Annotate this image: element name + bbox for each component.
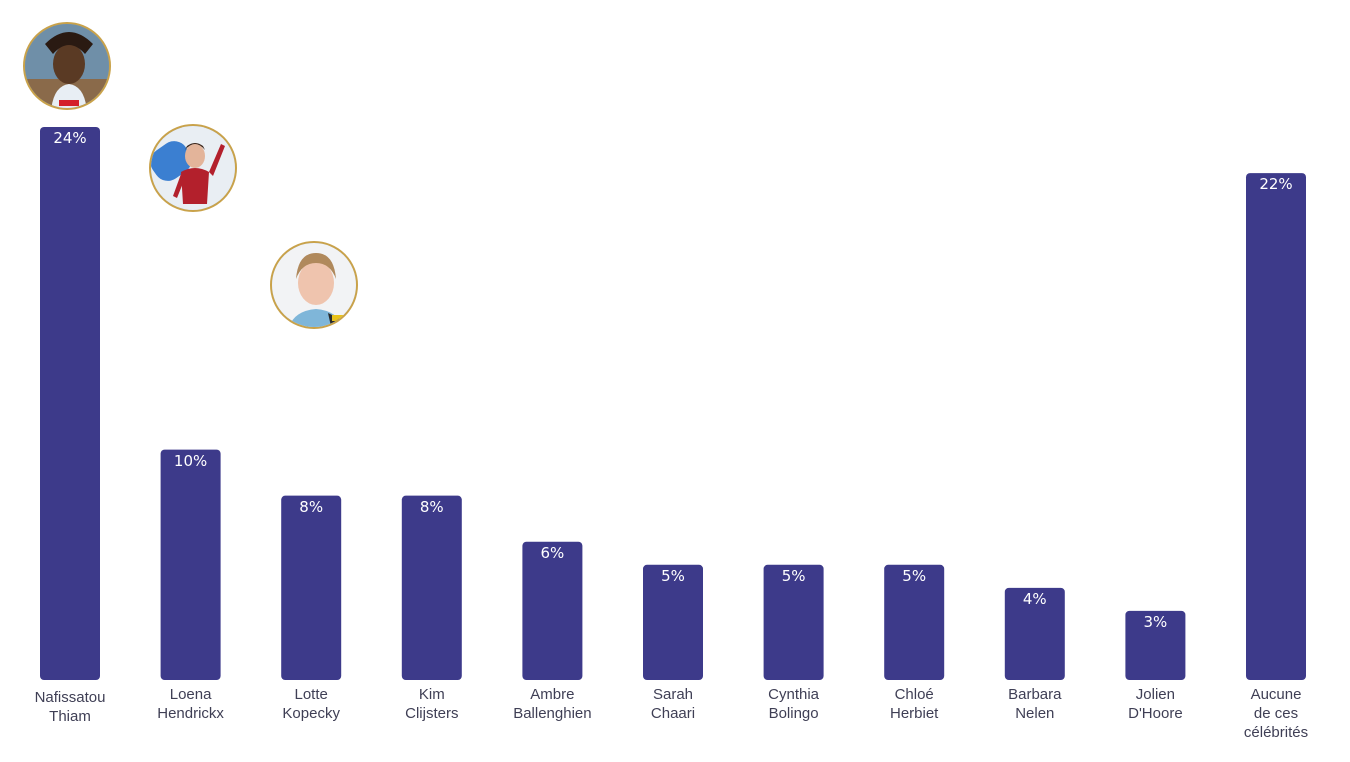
bar-chloe-herbiet xyxy=(884,564,945,680)
category-label-barbara-nelen: Barbara Nelen xyxy=(975,685,1095,723)
category-label-kim-clijsters: Kim Clijsters xyxy=(372,685,492,723)
category-label-line: Chaari xyxy=(650,705,696,722)
bar-kim-clijsters xyxy=(401,495,462,680)
category-label-line: Clijsters xyxy=(405,705,459,722)
value-label-loena-hendrickx: 10% xyxy=(173,451,208,470)
category-label-line: D'Hoore xyxy=(1128,705,1183,722)
category-label-line: Nelen xyxy=(1015,705,1055,722)
category-label-line: Jolien xyxy=(1135,686,1175,703)
category-label-line: Chloé xyxy=(894,686,934,703)
category-label-line: Ballenghien xyxy=(513,705,592,722)
category-label-line: Sarah xyxy=(652,686,694,703)
category-label-chloe-herbiet: Chloé Herbiet xyxy=(854,685,974,723)
value-label-sarah-chaari: 5% xyxy=(661,566,685,585)
category-label-lotte-kopecky: Lotte Kopecky xyxy=(251,685,371,723)
category-label-line: Hendrickx xyxy=(157,705,224,722)
value-label-ambre-ballenghien: 6% xyxy=(540,543,565,562)
bar-nafissatou-thiam xyxy=(40,127,100,680)
avatar-nafissatou-thiam-icon xyxy=(23,22,111,110)
value-label-nafissatou-thiam: 24% xyxy=(53,129,87,147)
category-label-line: de ces xyxy=(1253,705,1299,722)
category-label-jolien-d-hoore: Jolien D'Hoore xyxy=(1095,685,1215,723)
bar-jolien-d-hoore xyxy=(1125,610,1186,680)
value-label-jolien-d-hoore: 3% xyxy=(1143,612,1168,631)
category-label-cynthia-bolingo: Cynthia Bolingo xyxy=(734,685,854,723)
category-label-nafissatou-thiam: Nafissatou Thiam xyxy=(10,688,130,726)
value-label-chloe-herbiet: 5% xyxy=(902,566,927,585)
bar-aucune-de-ces-celebrites xyxy=(1246,173,1306,681)
value-label-cynthia-bolingo: 5% xyxy=(781,566,806,585)
category-label-line: Bolingo xyxy=(768,705,819,722)
value-label-barbara-nelen: 4% xyxy=(1022,589,1047,608)
category-label-line: Kopecky xyxy=(282,705,340,722)
category-label-sarah-chaari: Sarah Chaari xyxy=(613,685,733,723)
category-label-line: Nafissatou xyxy=(34,689,106,706)
value-label-lotte-kopecky: 8% xyxy=(299,497,324,516)
value-label-aucune-de-ces-celebrites: 22% xyxy=(1259,175,1293,194)
value-label-kim-clijsters: 8% xyxy=(419,497,444,516)
category-label-line: Thiam xyxy=(49,708,91,725)
avatar-loena-hendrickx-icon xyxy=(149,124,237,212)
category-label-ambre-ballenghien: Ambre Ballenghien xyxy=(492,685,612,723)
category-label-line: Ambre xyxy=(530,686,575,703)
category-label-loena-hendrickx: Loena Hendrickx xyxy=(131,685,251,723)
bar-ambre-ballenghien xyxy=(522,541,583,680)
category-label-line: Kim xyxy=(418,686,445,703)
category-label-line: Herbiet xyxy=(890,705,939,722)
bar-cynthia-bolingo xyxy=(763,564,824,680)
bar-sarah-chaari xyxy=(643,564,703,680)
category-label-line: Lotte xyxy=(294,686,328,703)
category-label-line: Aucune xyxy=(1250,686,1302,703)
category-label-aucune-de-ces-celebrites: Aucune de ces célébrités xyxy=(1216,685,1336,742)
avatar-lotte-kopecky-icon xyxy=(270,241,358,329)
category-label-line: célébrités xyxy=(1243,724,1309,741)
bar-barbara-nelen xyxy=(1004,587,1065,680)
category-label-line: Cynthia xyxy=(768,686,820,703)
category-label-line: Barbara xyxy=(1008,686,1062,703)
bar-lotte-kopecky xyxy=(281,495,342,680)
category-label-line: Loena xyxy=(169,686,212,703)
bar-loena-hendrickx xyxy=(160,449,221,680)
